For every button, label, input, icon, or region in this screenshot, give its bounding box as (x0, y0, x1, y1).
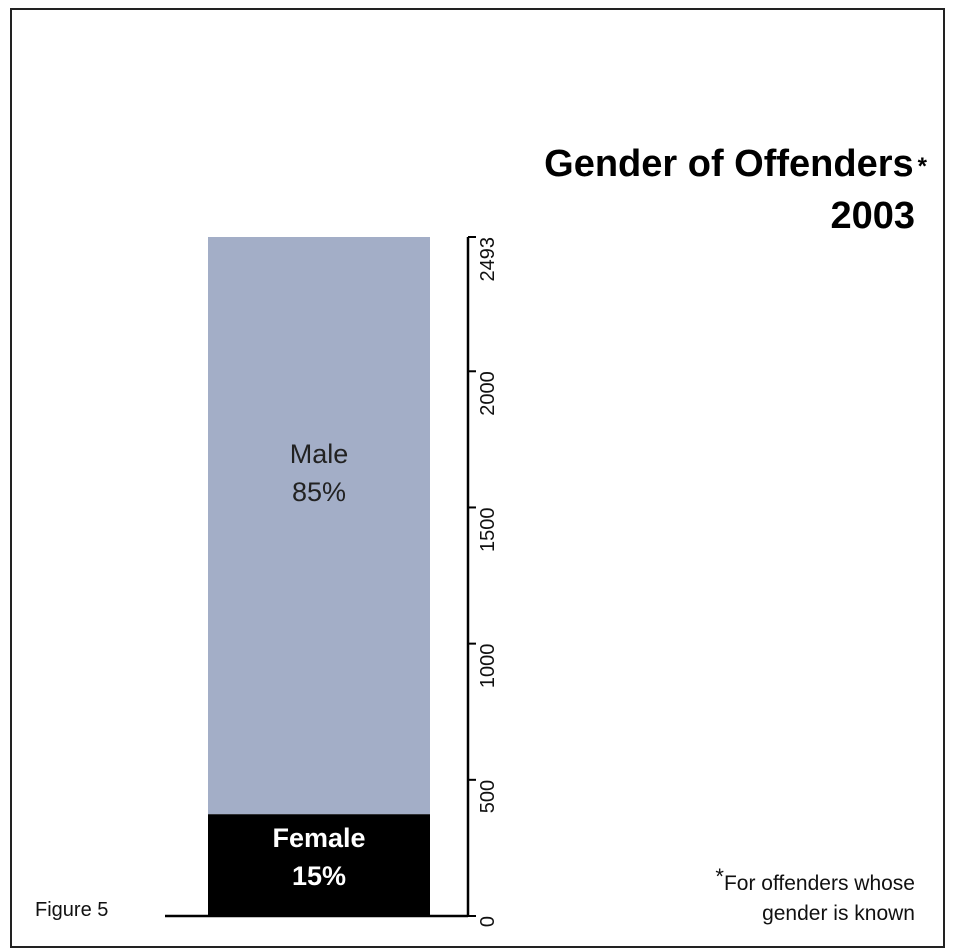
footnote-line1: *For offenders whose (715, 864, 915, 895)
bar-percent-female: 15% (292, 861, 346, 891)
y-tick-label: 2493 (477, 237, 499, 282)
chart-subtitle: 2003 (830, 195, 915, 237)
bar-segment-male (208, 237, 430, 815)
bar-label-male: Male (290, 439, 349, 469)
y-tick-label: 1000 (477, 644, 499, 689)
y-tick-label: 2000 (477, 371, 499, 416)
figure-label: Figure 5 (35, 899, 109, 921)
footnote: *For offenders whose gender is known (715, 862, 915, 929)
bar-segment-female (208, 814, 430, 916)
footnote-line2: gender is known (762, 902, 915, 925)
footnote-asterisk: * (715, 864, 724, 889)
y-tick-label: 1500 (477, 507, 499, 551)
bar-label-female: Female (272, 823, 365, 853)
chart-title: Gender of Offenders * (544, 143, 927, 185)
y-tick-label: 0 (477, 916, 499, 927)
title-asterisk: * (917, 153, 927, 180)
bar-percent-male: 85% (292, 477, 346, 507)
y-tick-label: 500 (477, 780, 499, 813)
